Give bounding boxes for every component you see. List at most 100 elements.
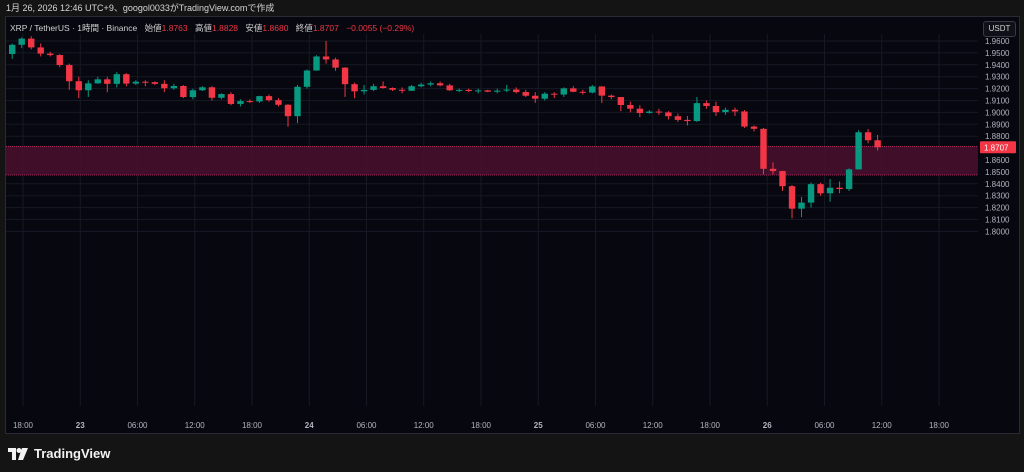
symbol-title[interactable]: XRP / TetherUS · 1時間 · Binance: [10, 23, 138, 33]
current-price-label: 1.8707: [984, 143, 1009, 152]
candle-body: [389, 88, 396, 90]
candle: [560, 87, 567, 97]
tradingview-logo[interactable]: TradingView: [8, 446, 110, 461]
price-tick-label: 1.8600: [985, 156, 1010, 165]
candle: [779, 170, 786, 191]
candle-body: [665, 112, 672, 117]
candle: [142, 80, 149, 87]
candle-body: [855, 132, 862, 170]
candle-body: [123, 74, 130, 84]
candle-body: [836, 187, 843, 190]
candle: [712, 101, 720, 116]
candle-body: [807, 184, 815, 203]
candle-body: [693, 103, 701, 122]
candle-body: [427, 83, 434, 85]
candle-body: [256, 96, 263, 102]
candle-body: [674, 116, 682, 120]
candle-body: [436, 83, 444, 86]
time-tick-label: 06:00: [127, 421, 148, 430]
candle-body: [132, 81, 140, 84]
candle: [104, 76, 111, 93]
candle-body: [826, 187, 834, 194]
candle-body: [56, 55, 63, 66]
currency-button[interactable]: USDT: [983, 21, 1016, 37]
candle: [189, 88, 197, 100]
price-tick-label: 1.9300: [985, 73, 1010, 82]
candle: [265, 94, 273, 102]
price-tick-label: 1.8000: [985, 227, 1010, 236]
candle: [9, 43, 16, 59]
candle-body: [322, 56, 330, 60]
candle: [56, 54, 63, 68]
candle: [313, 55, 320, 71]
candle: [589, 85, 596, 94]
candle: [332, 57, 339, 71]
candle-body: [408, 86, 415, 91]
candle-body: [817, 184, 824, 194]
candle-body: [465, 89, 472, 91]
candle: [826, 179, 834, 202]
candle-body: [237, 101, 244, 104]
candle: [465, 88, 472, 93]
time-tick-label: 18:00: [700, 421, 721, 430]
candle: [684, 115, 691, 126]
candle: [427, 81, 434, 87]
low-label: 安値: [245, 23, 263, 33]
candle-body: [551, 93, 558, 95]
candle-body: [142, 81, 149, 83]
time-tick-label: 24: [305, 421, 314, 430]
candle-body: [94, 79, 101, 84]
candle: [28, 36, 35, 50]
candle: [608, 94, 615, 100]
candle-body: [113, 74, 121, 84]
candle: [455, 88, 463, 93]
candle: [151, 81, 159, 86]
candle-body: [494, 90, 501, 92]
candle: [446, 83, 453, 91]
candle: [731, 107, 739, 116]
candle-body: [484, 90, 491, 92]
candle: [123, 73, 130, 87]
time-tick-label: 23: [76, 421, 85, 430]
low-value: 1.8680: [262, 23, 289, 33]
candle-body: [769, 168, 777, 172]
price-tick-label: 1.9200: [985, 85, 1010, 94]
candle-body: [313, 56, 320, 71]
candle: [750, 125, 758, 132]
candle-body: [845, 169, 853, 190]
candle-body: [275, 100, 282, 105]
candle-body: [170, 85, 178, 89]
candle-body: [227, 94, 235, 104]
candle: [199, 86, 206, 91]
candle: [627, 101, 634, 113]
candle: [294, 85, 301, 124]
candle: [693, 96, 701, 122]
candle: [532, 92, 539, 103]
candle: [503, 85, 510, 93]
candle: [494, 88, 501, 94]
symbol-info-line: XRP / TetherUS · 1時間 · Binance 始値1.8763 …: [10, 22, 414, 34]
candle: [389, 87, 396, 91]
candle-body: [560, 88, 567, 95]
price-tick-label: 1.8100: [985, 216, 1010, 225]
candle: [322, 41, 330, 64]
price-tick-label: 1.8400: [985, 180, 1010, 189]
candle: [18, 37, 25, 49]
candle-body: [455, 89, 463, 91]
price-tick-label: 1.8500: [985, 168, 1010, 177]
candle: [351, 82, 358, 99]
candle: [674, 113, 682, 122]
candle: [513, 87, 520, 94]
candle: [874, 135, 881, 151]
candle-body: [760, 128, 767, 169]
time-tick-label: 06:00: [585, 421, 606, 430]
time-tick-label: 18:00: [242, 421, 263, 430]
time-tick-label: 06:00: [356, 421, 377, 430]
candle: [474, 88, 482, 94]
candle: [94, 76, 101, 84]
candle: [436, 81, 444, 87]
candle-body: [874, 140, 881, 148]
close-value: 1.8707: [312, 23, 339, 33]
candle-body: [161, 83, 168, 89]
